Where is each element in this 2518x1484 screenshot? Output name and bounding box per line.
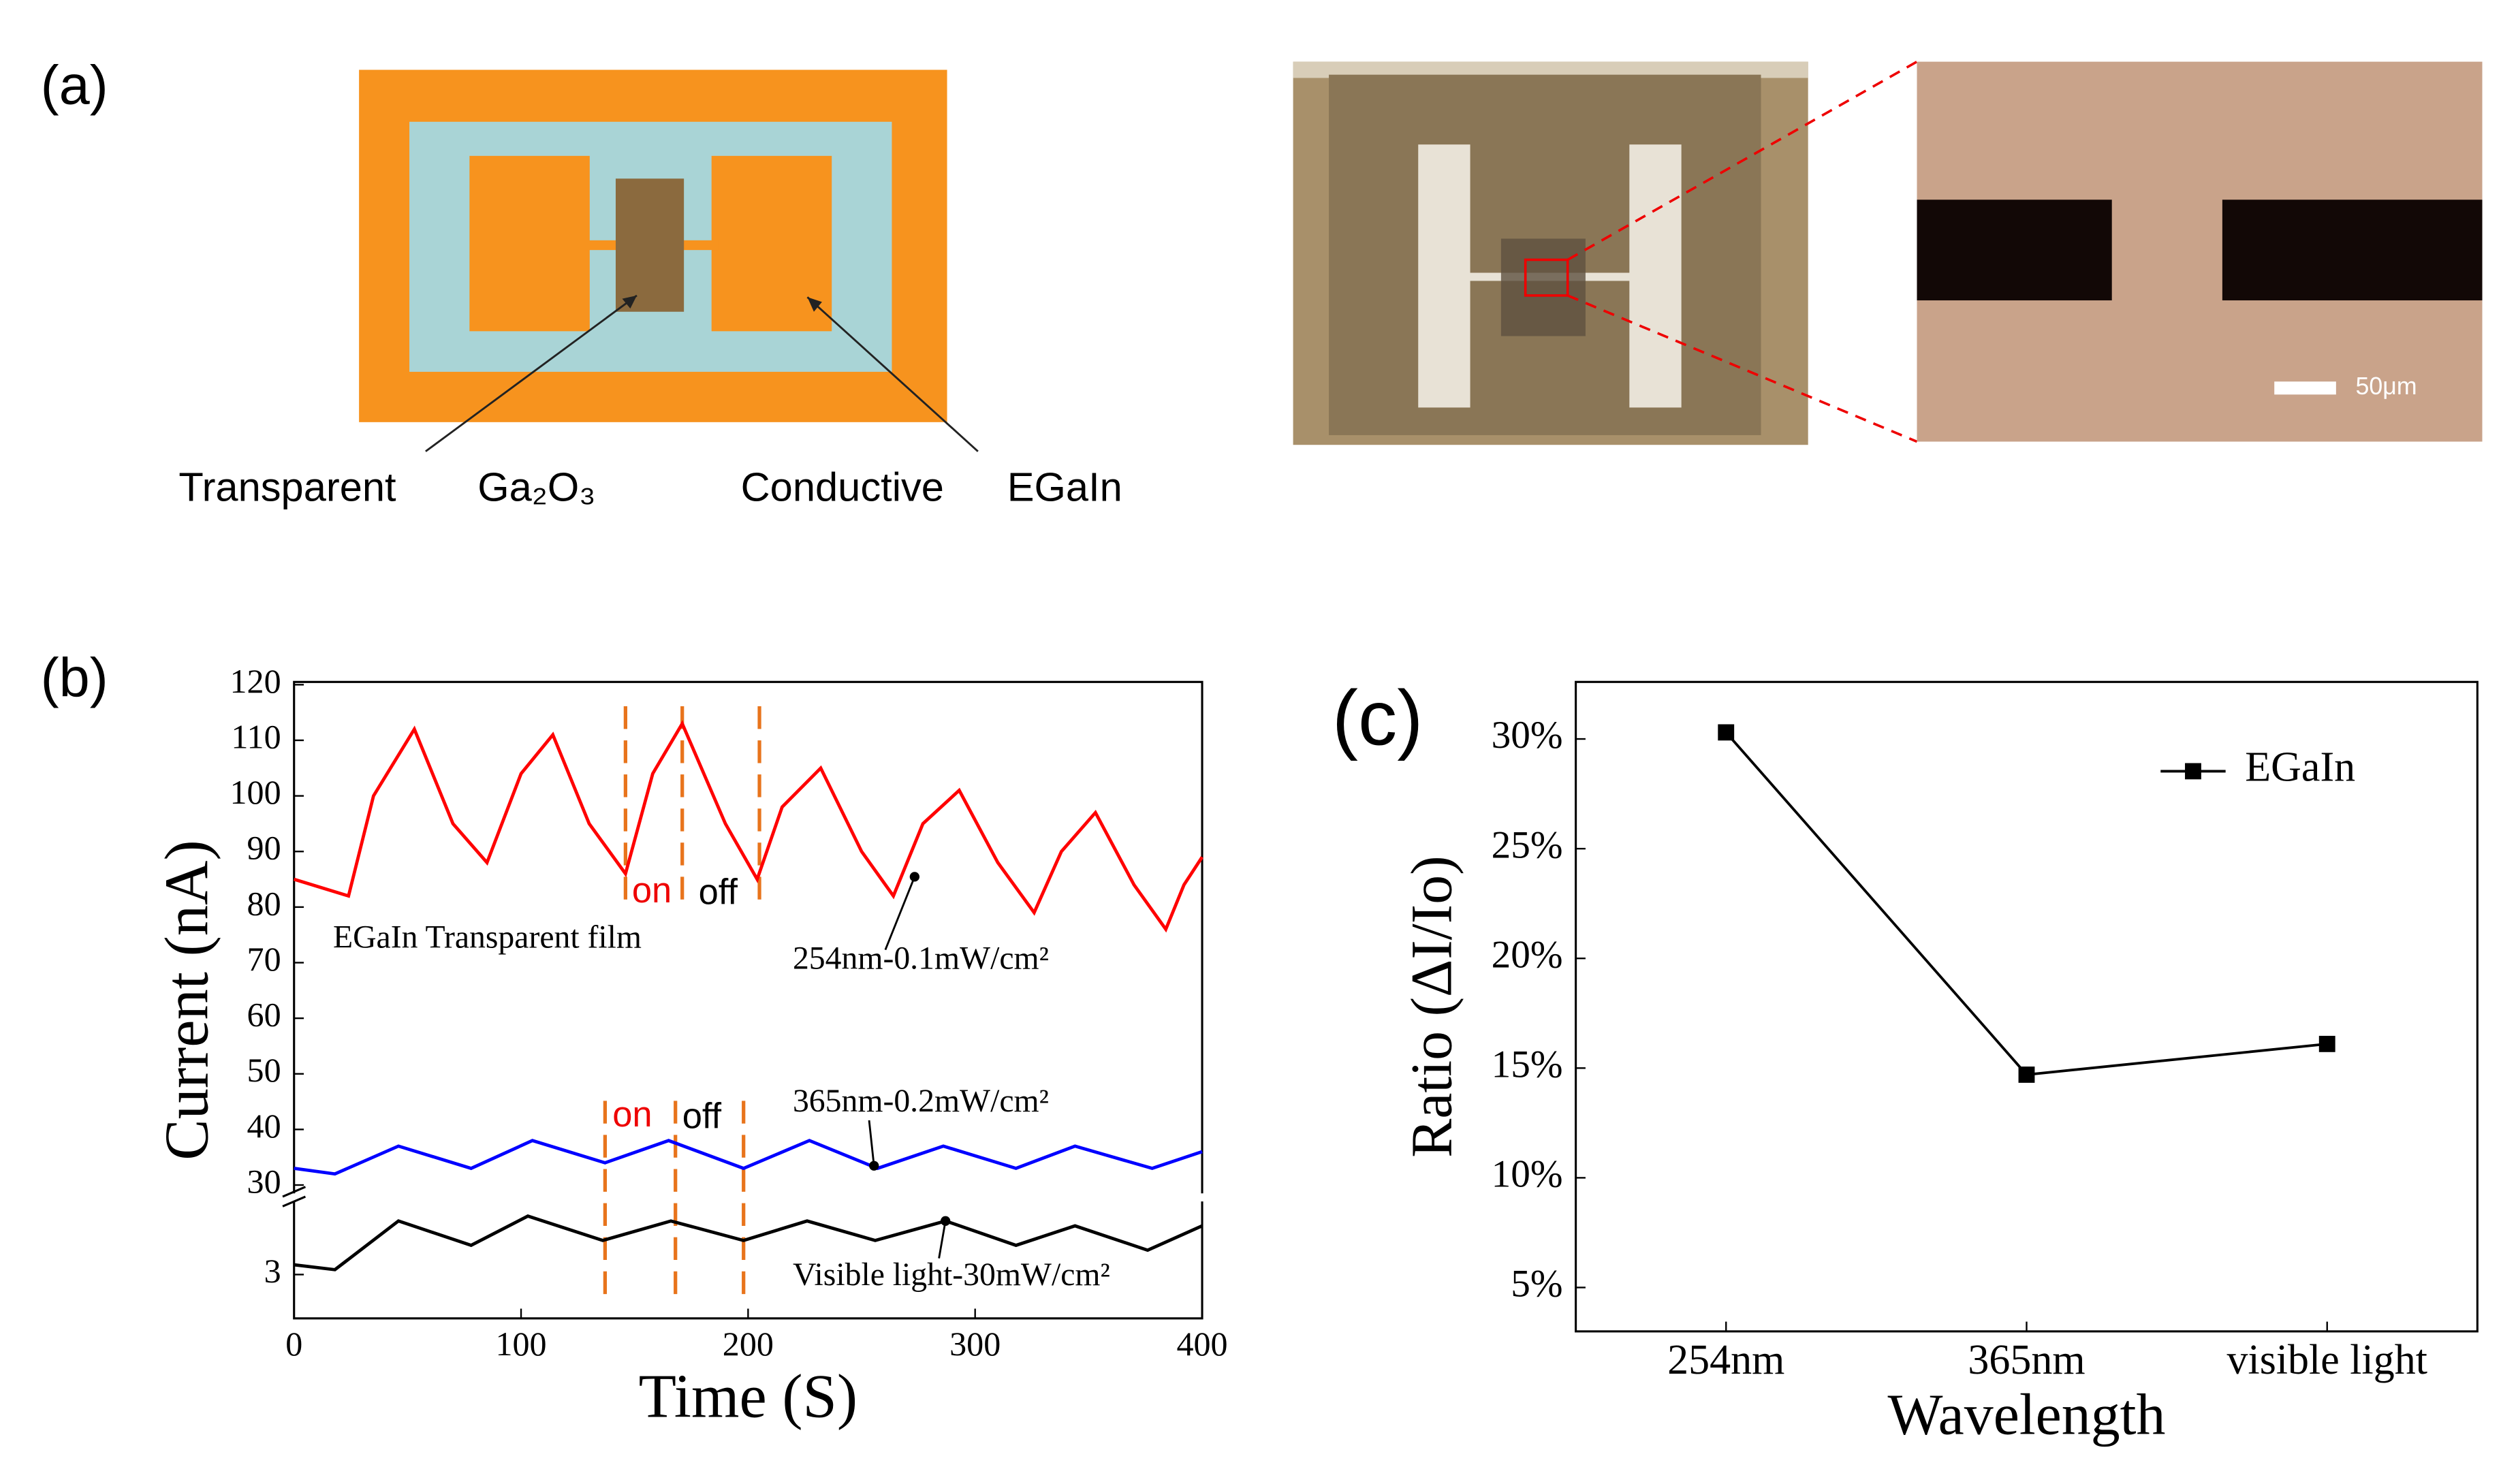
- y-tick-label: 20%: [1492, 933, 1563, 976]
- panel-label: (a): [41, 55, 108, 116]
- callout-label: Ga₂O₃: [477, 464, 595, 510]
- callout-label: EGaIn: [1007, 464, 1122, 510]
- scale-bar-label: 50μm: [2355, 373, 2417, 400]
- axis-frame: [293, 680, 1203, 1320]
- axis-break: [282, 1186, 306, 1207]
- legend-marker: [2185, 763, 2201, 780]
- point-marker: [2318, 1035, 2335, 1052]
- y-tick-label: 100: [230, 773, 281, 811]
- annotation: off: [682, 1096, 722, 1136]
- micrograph-electrode: [2222, 200, 2483, 301]
- annotation: on: [612, 1095, 652, 1135]
- x-tick-label: 100: [495, 1325, 546, 1363]
- series-line: [294, 1139, 1203, 1176]
- y-tick-label: 70: [247, 940, 281, 978]
- zoom-box: [1524, 258, 1569, 297]
- y-tick-label: 110: [231, 717, 281, 755]
- y-tick-label: 80: [247, 884, 281, 922]
- x-axis-title: Wavelength: [1888, 1383, 2166, 1447]
- y-tick-label: 15%: [1492, 1043, 1563, 1086]
- arrow-head: [869, 1161, 879, 1171]
- y-tick-label: 120: [230, 662, 281, 700]
- y2-tick-label: 3: [264, 1252, 281, 1290]
- electrode: [469, 155, 590, 332]
- y-tick-label: 30: [247, 1163, 281, 1201]
- point-marker: [2018, 1067, 2035, 1083]
- micrograph-electrode: [1917, 200, 2112, 301]
- series-label: 365nm-0.2mW/cm²: [793, 1084, 1049, 1119]
- point-marker: [1718, 724, 1735, 741]
- x-tick-label: visible light: [2226, 1337, 2427, 1383]
- photo-ga2o3: [1500, 238, 1586, 336]
- photo-electrode: [1629, 144, 1682, 408]
- photo-edge: [1293, 61, 1808, 78]
- callout-label: Transparent: [178, 464, 396, 510]
- label-arrow: [868, 1120, 875, 1166]
- series-label: Visible light-30mW/cm²: [793, 1257, 1110, 1293]
- arrow-head: [807, 297, 822, 312]
- x-tick-label: 365nm: [1968, 1337, 2085, 1383]
- scale-bar: [2274, 381, 2336, 395]
- series-label: 254nm-0.1mW/cm²: [793, 941, 1049, 976]
- annotation: off: [699, 872, 738, 912]
- legend-label: EGaIn: [2245, 744, 2355, 791]
- y-axis-title: Ratio (ΔI/Io): [1400, 855, 1464, 1158]
- series-line: [294, 720, 1204, 933]
- zoom-line: [1567, 61, 1918, 261]
- y-tick-label: 50: [247, 1051, 281, 1089]
- callout-label: Conductive: [741, 464, 944, 510]
- arrow-head: [622, 295, 637, 309]
- y-tick-label: 30%: [1492, 714, 1563, 757]
- y-tick-label: 5%: [1511, 1263, 1562, 1306]
- panel-label: (b): [41, 648, 108, 709]
- y-tick-label: 25%: [1492, 823, 1563, 866]
- y-tick-label: 90: [247, 829, 281, 867]
- photo-electrode: [1418, 144, 1470, 408]
- device-schematic: [359, 69, 979, 452]
- x-tick-label: 0: [285, 1325, 302, 1363]
- y-tick-label: 10%: [1492, 1153, 1563, 1196]
- ga2o3-layer: [615, 178, 684, 312]
- arrow-head: [909, 872, 920, 882]
- x-tick-label: 254nm: [1667, 1337, 1784, 1383]
- x-tick-label: 200: [723, 1325, 774, 1363]
- annotation: on: [632, 871, 672, 911]
- x-axis-title: Time (S): [639, 1362, 858, 1431]
- x-tick-label: 300: [949, 1325, 1001, 1363]
- y-tick-label: 40: [247, 1107, 281, 1145]
- series-line: [294, 1214, 1203, 1272]
- panel-label: (c): [1332, 675, 1423, 762]
- label-arrow: [938, 1220, 947, 1259]
- x-tick-label: 400: [1176, 1325, 1227, 1363]
- callout-arrow: [806, 296, 979, 452]
- zoom-line: [1567, 294, 1918, 443]
- arrow-head: [941, 1216, 951, 1226]
- series-line: [1725, 731, 2327, 1076]
- callout-arrow: [425, 294, 638, 452]
- y-tick-label: 60: [247, 996, 281, 1034]
- device-photo: 50μm: [1293, 61, 2483, 445]
- label-arrow: [884, 876, 916, 951]
- annotation: EGaIn Transparent film: [333, 919, 642, 955]
- y-axis-title: Current (nA): [153, 840, 221, 1160]
